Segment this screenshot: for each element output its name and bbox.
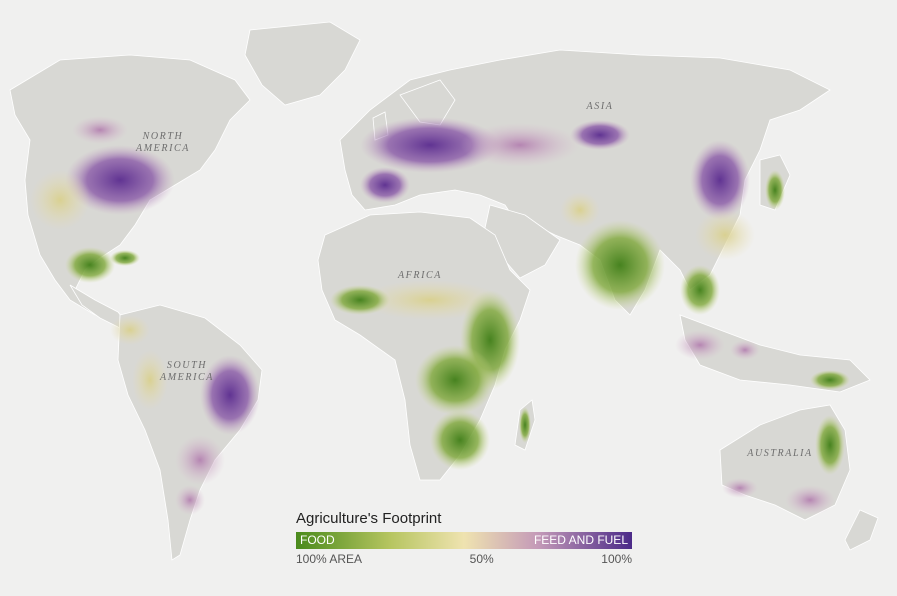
continent-label-asia: ASIA [586, 101, 614, 112]
legend-feed-label: FEED AND FUEL [533, 533, 628, 547]
agriculture-overlay [30, 116, 850, 515]
legend: Agriculture's Footprint FOOD FEED AND FU… [296, 510, 636, 566]
legend-bar: FOOD FEED AND FUEL [296, 532, 632, 549]
legend-ticks: 100% AREA 50% 100% [296, 552, 632, 566]
legend-tick-left: 100% AREA [296, 552, 363, 566]
continent-label-south-america: SOUTH AMERICA [160, 360, 214, 383]
legend-tick-mid: 50% [469, 552, 494, 566]
continent-label-australia: AUSTRALIA [747, 448, 813, 459]
legend-tick-right: 100% [601, 552, 632, 566]
greenland [244, 21, 361, 106]
new-zealand [844, 509, 879, 551]
legend-food-label: FOOD [300, 533, 335, 547]
continent-label-africa: AFRICA [397, 270, 443, 281]
scandinavia [399, 79, 456, 126]
legend-gradient-bar [296, 532, 632, 549]
legend-title: Agriculture's Footprint [296, 510, 442, 527]
continent-label-north-america: NORTH AMERICA [136, 131, 190, 154]
